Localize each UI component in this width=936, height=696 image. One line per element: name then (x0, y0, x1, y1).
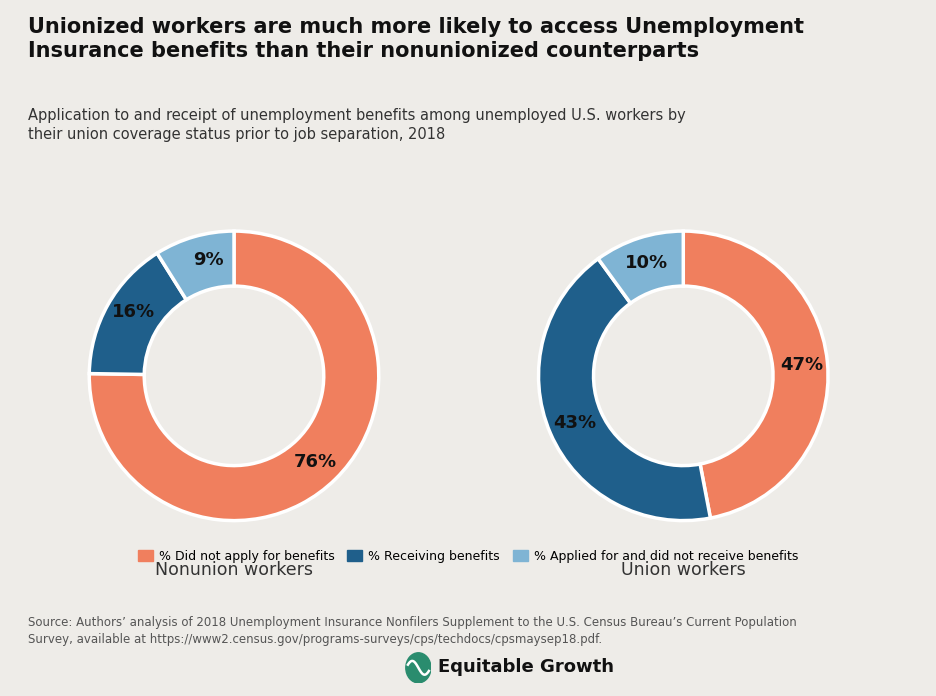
Wedge shape (538, 259, 710, 521)
Text: Source: Authors’ analysis of 2018 Unemployment Insurance Nonfilers Supplement to: Source: Authors’ analysis of 2018 Unempl… (28, 616, 797, 646)
Text: 47%: 47% (780, 356, 823, 374)
Wedge shape (683, 231, 828, 518)
Text: Nonunion workers: Nonunion workers (155, 561, 313, 579)
Text: 10%: 10% (625, 254, 668, 272)
Text: Application to and receipt of unemployment benefits among unemployed U.S. worker: Application to and receipt of unemployme… (28, 108, 686, 142)
Text: 43%: 43% (553, 414, 596, 432)
Wedge shape (157, 231, 234, 300)
Text: Equitable Growth: Equitable Growth (438, 658, 614, 676)
Text: 9%: 9% (193, 251, 224, 269)
Text: Unionized workers are much more likely to access Unemployment
Insurance benefits: Unionized workers are much more likely t… (28, 17, 804, 61)
Text: Union workers: Union workers (621, 561, 746, 579)
Text: 76%: 76% (294, 453, 337, 471)
Text: 16%: 16% (112, 303, 155, 322)
Wedge shape (598, 231, 683, 303)
Wedge shape (89, 253, 186, 374)
Legend: % Did not apply for benefits, % Receiving benefits, % Applied for and did not re: % Did not apply for benefits, % Receivin… (133, 545, 803, 568)
Circle shape (406, 653, 431, 683)
Wedge shape (89, 231, 379, 521)
